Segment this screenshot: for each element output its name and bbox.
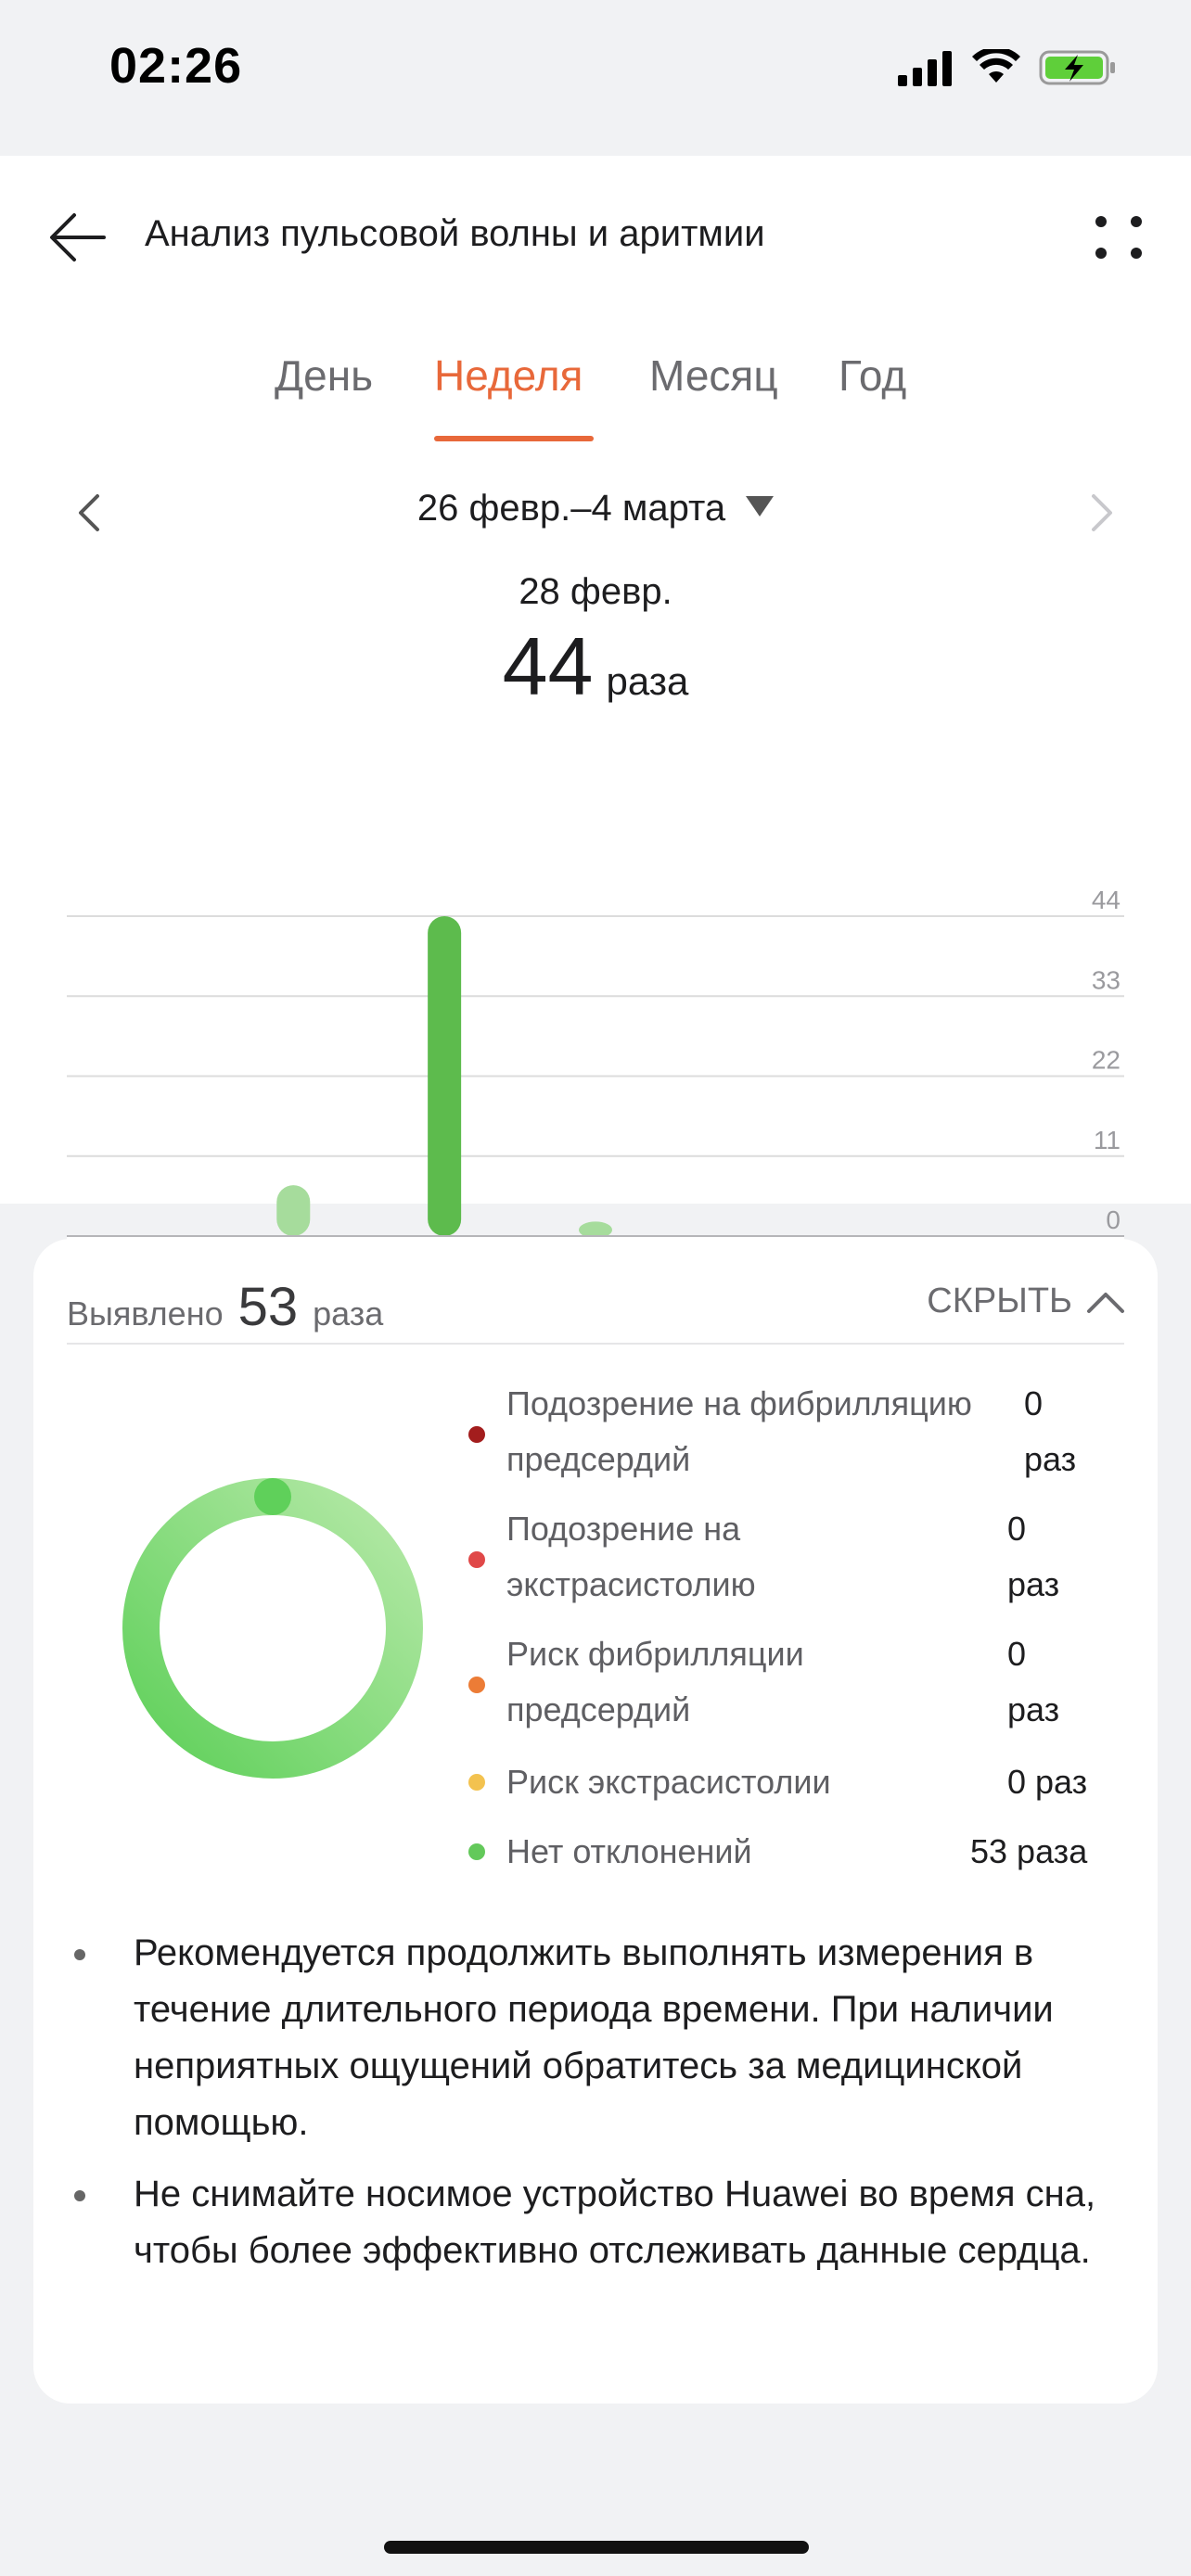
- summary-card: Выявлено 53 раза СКРЫТЬ Подозрение на фи…: [33, 1239, 1158, 2404]
- status-icons: [898, 45, 1117, 91]
- legend-label-af-suspect: Подозрение на фибрилляцию предсердий: [506, 1384, 972, 1478]
- wifi-icon: [972, 49, 1020, 83]
- donut-ring-start: [254, 1478, 291, 1515]
- tab-day[interactable]: День: [275, 351, 374, 400]
- signal-icon: [898, 51, 952, 86]
- hide-label: СКРЫТЬ: [927, 1282, 1072, 1320]
- status-time: 02:26: [109, 38, 243, 94]
- legend-label-no-deviation: Нет отклонений: [506, 1832, 752, 1870]
- legend-value-af-risk: 0 раз: [1007, 1635, 1060, 1728]
- previous-period-button[interactable]: [61, 480, 117, 545]
- more-options-button[interactable]: [1087, 204, 1154, 271]
- arrow-left-icon: [50, 213, 106, 261]
- selected-count: 44: [502, 620, 594, 712]
- active-tab-indicator: [434, 436, 594, 441]
- legend-dot-af-risk: [468, 1677, 485, 1693]
- tip-text: Рекомендуется продолжить выполнять измер…: [134, 1932, 1054, 2143]
- selected-date: 28 февр.: [519, 571, 672, 612]
- chevron-up-icon: [1087, 1292, 1124, 1313]
- bullet-icon: [74, 2190, 85, 2201]
- distribution-donut-chart: [122, 1478, 423, 1779]
- date-range-picker[interactable]: 26 февр.–4 марта: [0, 488, 1191, 529]
- tip-item: Не снимайте носимое устройство Huawei во…: [67, 2166, 1133, 2279]
- status-bar: 02:26: [0, 0, 1191, 156]
- detected-summary: Выявлено 53 раза: [67, 1276, 383, 1338]
- period-tabs: День Неделя Месяц Год: [0, 351, 1191, 434]
- legend-value-extrasystole-suspect: 0 раз: [1007, 1510, 1060, 1603]
- legend-label-extrasystole-suspect: Подозрение на экстрасистолию: [506, 1510, 756, 1603]
- date-range-row: 26 февр.–4 марта: [0, 471, 1191, 555]
- dot-icon: [1131, 216, 1142, 227]
- y-tick-label: 11: [1094, 1126, 1121, 1154]
- tip-item: Рекомендуется продолжить выполнять измер…: [67, 1925, 1133, 2151]
- detected-count: 53: [237, 1277, 299, 1337]
- bar: [276, 1185, 311, 1236]
- y-tick-label: 22: [1092, 1046, 1121, 1075]
- page-title: Анализ пульсовой волны и аритмии: [145, 213, 765, 254]
- legend-dot-extrasystole-suspect: [468, 1551, 485, 1568]
- legend-dot-af-suspect: [468, 1426, 485, 1443]
- donut-ring: [122, 1478, 423, 1779]
- divider: [67, 1343, 1124, 1345]
- tips-list: Рекомендуется продолжить выполнять измер…: [67, 1925, 1133, 2294]
- bullet-icon: [74, 1949, 85, 1960]
- dot-icon: [1095, 216, 1107, 227]
- date-range-label: 26 февр.–4 марта: [416, 488, 726, 529]
- bar: [428, 916, 462, 1236]
- legend-dot-extrasystole-risk: [468, 1774, 485, 1791]
- detected-unit: раза: [313, 1294, 384, 1333]
- tip-text: Не снимайте носимое устройство Huawei во…: [134, 2174, 1096, 2271]
- legend-dot-no-deviation: [468, 1843, 485, 1860]
- dot-icon: [1131, 248, 1142, 259]
- detected-prefix: Выявлено: [67, 1294, 224, 1333]
- selected-value: 44 раза: [0, 619, 1191, 714]
- y-tick-label: 44: [1092, 886, 1121, 914]
- home-indicator[interactable]: [384, 2541, 809, 2554]
- legend-label-extrasystole-risk: Риск экстрасистолии: [506, 1763, 831, 1801]
- app-header: Анализ пульсовой волны и аритмии: [0, 156, 1191, 312]
- tab-week[interactable]: Неделя: [434, 351, 583, 400]
- battery-icon: [1039, 50, 1115, 85]
- y-tick-label: 33: [1092, 965, 1121, 994]
- legend-label-af-risk: Риск фибрилляции предсердий: [506, 1635, 804, 1728]
- legend-value-extrasystole-risk: 0 раз: [1007, 1763, 1088, 1801]
- caret-down-icon: [746, 496, 775, 516]
- legend-value-no-deviation: 53 раза: [970, 1832, 1088, 1870]
- legend-value-af-suspect: 0 раз: [1024, 1384, 1077, 1478]
- main-panel: Анализ пульсовой волны и аритмии День Не…: [0, 156, 1191, 1320]
- tab-year[interactable]: Год: [839, 351, 907, 400]
- chevron-right-icon: [1092, 494, 1112, 531]
- hide-button[interactable]: СКРЫТЬ: [927, 1282, 1126, 1321]
- y-tick-label: 0: [1106, 1205, 1121, 1234]
- chevron-left-icon: [79, 494, 99, 531]
- tab-month[interactable]: Месяц: [649, 351, 778, 400]
- selected-unit: раза: [606, 659, 689, 703]
- back-button[interactable]: [45, 204, 111, 271]
- dot-icon: [1095, 248, 1107, 259]
- next-period-button[interactable]: [1074, 480, 1130, 545]
- bar: [579, 1221, 612, 1239]
